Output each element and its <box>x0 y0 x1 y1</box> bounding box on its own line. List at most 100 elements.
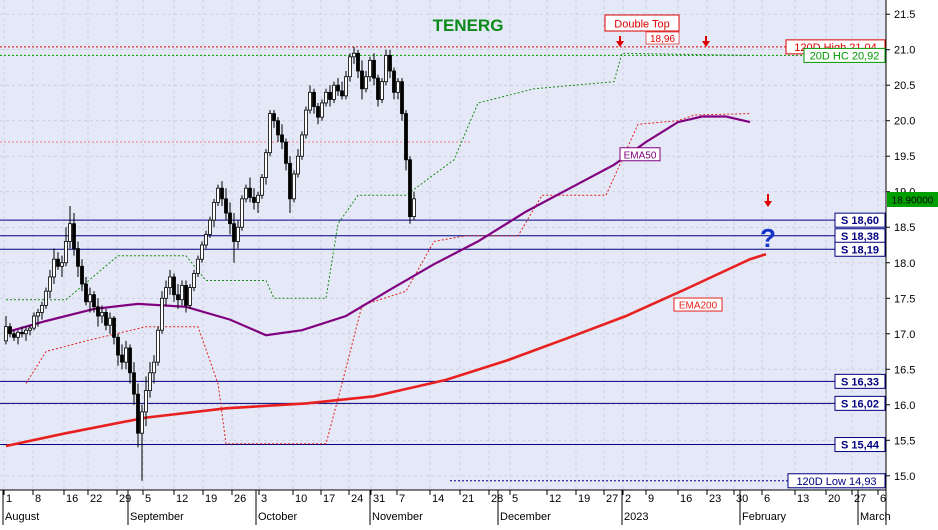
candle-body <box>60 262 64 267</box>
x-tick-label: 3 <box>261 493 267 505</box>
candle-body <box>148 372 152 391</box>
y-tick-label: 17.0 <box>894 329 915 341</box>
x-month-label: February <box>742 511 787 523</box>
x-month-label: December <box>500 511 551 523</box>
question-mark: ? <box>760 223 776 253</box>
candle-body <box>348 56 352 78</box>
candle-body <box>160 297 164 331</box>
y-tick-label: 19.5 <box>894 151 915 163</box>
candle-body <box>100 312 104 317</box>
candle-body <box>336 84 340 92</box>
candle-body <box>312 91 316 107</box>
axis-background-right <box>886 0 938 525</box>
x-tick-label: 16 <box>66 493 78 505</box>
candle-body <box>124 347 128 363</box>
y-tick-label: 17.5 <box>894 293 915 305</box>
candle-body <box>12 333 16 338</box>
x-tick-label: 27 <box>854 493 866 505</box>
level-label: S 16,33 <box>841 376 879 388</box>
x-tick-label: 8 <box>35 493 41 505</box>
x-month-label: 2023 <box>624 511 648 523</box>
x-tick-label: 10 <box>295 493 307 505</box>
x-month-label: November <box>372 511 423 523</box>
double-top-arrow-left-head <box>616 41 624 47</box>
level-label: S 18,60 <box>841 215 879 227</box>
trail-layer <box>6 52 751 445</box>
candle-body <box>204 233 208 246</box>
x-tick-label: 24 <box>351 493 363 505</box>
candle-body <box>112 317 116 338</box>
axis-layer: 15.015.516.016.517.017.518.018.519.019.5… <box>0 0 915 525</box>
candle-body <box>72 223 76 249</box>
ema200-label: EMA200 <box>679 301 718 312</box>
candle-body <box>120 354 124 363</box>
candle-body <box>76 248 80 267</box>
candle-body <box>368 59 372 78</box>
y-tick-label: 16.5 <box>894 364 915 376</box>
double-top-label: Double Top <box>614 19 669 31</box>
level-label-box <box>787 473 886 489</box>
candle-body <box>44 290 48 306</box>
candle-body <box>80 265 84 285</box>
candle-body <box>276 120 280 136</box>
double-top-value: 18,96 <box>650 34 675 45</box>
x-tick-label: 13 <box>797 493 809 505</box>
x-tick-label: 26 <box>234 493 246 505</box>
level-label: S 18,38 <box>841 231 879 243</box>
candle-body <box>288 162 292 200</box>
x-tick-label: 29 <box>119 493 131 505</box>
y-tick-label: 21.5 <box>894 9 915 21</box>
sell-signal-arrow-head <box>764 201 772 207</box>
y-tick-label: 20.0 <box>894 116 915 128</box>
candle-body <box>404 113 408 161</box>
candle-body <box>200 244 204 260</box>
level-label-box <box>834 437 886 453</box>
x-tick-label: 2 <box>625 493 631 505</box>
x-tick-label: 7 <box>399 493 405 505</box>
candle-body <box>332 84 336 100</box>
candle-body <box>152 361 156 374</box>
x-month-label: October <box>258 511 297 523</box>
double-top-box <box>604 14 680 32</box>
x-tick-label: 17 <box>323 493 335 505</box>
candle-body <box>212 201 216 221</box>
y-tick-label: 15.5 <box>894 435 915 447</box>
candle-body <box>104 312 108 326</box>
candle-body <box>284 141 288 164</box>
ema50-line <box>5 115 751 337</box>
candle-body <box>356 52 360 72</box>
candle-body <box>132 372 136 395</box>
y-tick-label: 16.0 <box>894 400 915 412</box>
candle-body <box>36 312 40 317</box>
level-label: 20D HC 20,92 <box>810 50 880 62</box>
candle-body <box>108 317 112 326</box>
candle-body <box>172 276 176 296</box>
candle-body <box>316 106 320 118</box>
candle-body <box>20 331 24 335</box>
x-tick-label: 16 <box>680 493 692 505</box>
candle-body <box>328 91 332 100</box>
x-tick-label: 12 <box>549 493 561 505</box>
double-top-value-box <box>645 31 680 45</box>
candle-body <box>228 212 232 225</box>
level-label-box <box>834 373 886 389</box>
level-label-box <box>834 241 886 257</box>
candle-body <box>372 59 376 79</box>
x-tick-label: 21 <box>462 493 474 505</box>
candle-body <box>340 90 344 97</box>
candle-body <box>140 411 144 434</box>
sell-signal-arrow <box>764 194 772 207</box>
x-tick-label: 6 <box>764 493 770 505</box>
level-label-box <box>803 47 886 63</box>
double-top-arrow-left <box>616 36 624 47</box>
candle-body <box>392 70 396 93</box>
x-tick-label: 27 <box>606 493 618 505</box>
candle-body <box>92 294 96 308</box>
x-tick-label: 23 <box>709 493 721 505</box>
y-tick-label: 15.0 <box>894 471 915 483</box>
last-price-box <box>887 192 938 207</box>
candle-body <box>308 91 312 111</box>
candle-body <box>236 226 240 242</box>
candle-body <box>376 77 380 100</box>
